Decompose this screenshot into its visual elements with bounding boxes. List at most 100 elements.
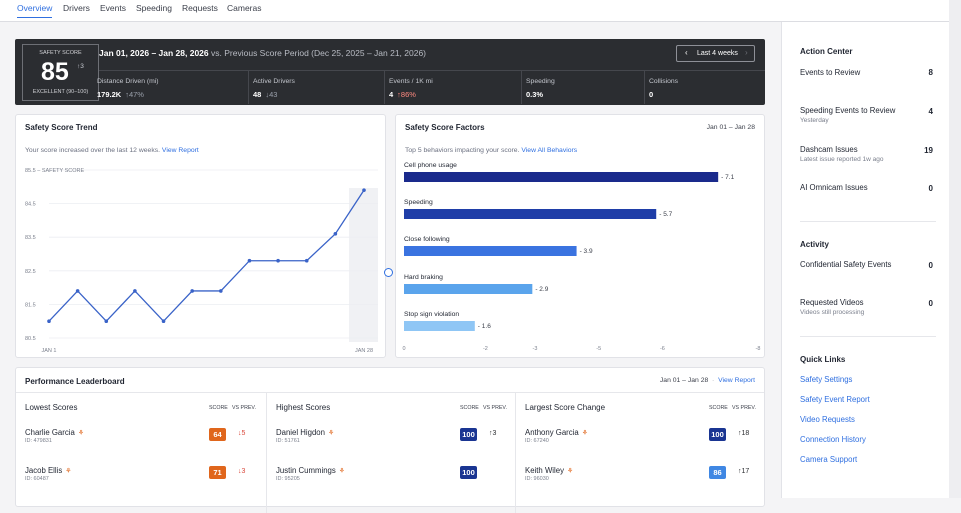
x-tick-label: 0 [402,346,405,352]
leaderboard-row[interactable]: Charlie Garcia ⚘ ID: 479831 64 ↓5 [16,428,266,460]
badge-icon: ⚘ [338,468,346,475]
stat-value: 179.2K [97,90,122,99]
period-range: Jan 01, 2026 – Jan 28, 2026 [99,48,209,58]
action-item-label: AI Omnicam Issues [800,183,868,192]
factor-value-label: - 7.1 [721,174,734,181]
safety-score-value: 85 [41,58,69,86]
tab-drivers[interactable]: Drivers [63,3,90,13]
trend-point[interactable] [104,319,109,323]
driver-name-row: Charlie Garcia ⚘ [25,428,84,437]
y-tick-label: 80.5 [25,336,36,342]
driver-name[interactable]: Charlie Garcia [25,428,75,437]
factor-label: Cell phone usage [404,162,457,169]
score-badge: 100 [460,428,477,441]
trend-subtitle: Your score increased over the last 12 we… [25,147,161,154]
trend-point[interactable] [190,289,194,293]
tab-requests[interactable]: Requests [182,3,218,13]
leaderboard-row[interactable]: Jacob Ellis ⚘ ID: 60487 71 ↓3 [16,466,266,498]
x-tick-label: -3 [533,346,538,352]
score-delta: ↓3 [238,468,246,475]
action-item-label: Dashcam Issues [800,145,858,154]
factors-view-all-link[interactable]: View All Behaviors [521,147,578,154]
quick-link[interactable]: Safety Event Report [800,395,870,404]
safety-summary-banner: SAFETY SCORE 85 ↑3 EXCELLENT (90–100) Ja… [15,39,765,105]
activity-item-label: Confidential Safety Events [800,260,892,269]
safety-score-grade: EXCELLENT (90–100) [32,89,89,95]
trend-point[interactable] [133,289,137,293]
trend-point[interactable] [362,188,366,192]
badge-icon: ⚘ [581,430,589,437]
safety-score-factors-card: Safety Score Factors Jan 01 – Jan 28 Top… [395,114,765,358]
driver-name[interactable]: Justin Cummings [276,466,336,475]
x-tick-label: -8 [756,346,761,352]
driver-name-row: Jacob Ellis ⚘ [25,466,72,475]
safety-score-box: SAFETY SCORE 85 ↑3 EXCELLENT (90–100) [22,44,99,101]
trend-title: Safety Score Trend [25,123,98,132]
stat-label: Speeding [526,78,555,85]
leaderboard-column-title: Lowest Scores [25,403,78,412]
stat-label: Active Drivers [253,78,295,85]
driver-name[interactable]: Anthony Garcia [525,428,579,437]
activity-item-count: 0 [928,299,933,308]
leaderboard-row[interactable]: Anthony Garcia ⚘ ID: 67240 100 ↑18 [516,428,765,460]
trend-point[interactable] [75,289,80,293]
leaderboard-row[interactable]: Daniel Higdon ⚘ ID: 51761 100 ↑3 [267,428,515,460]
factor-bar[interactable] [404,246,577,256]
factor-label: Stop sign violation [404,311,459,318]
quick-link[interactable]: Connection History [800,435,866,444]
factors-date: Jan 01 – Jan 28 [706,124,755,131]
tab-overview[interactable]: Overview [17,3,53,18]
action-item-sub: Yesterday [800,117,829,124]
driver-id: ID: 96030 [525,476,549,482]
chevron-left-icon[interactable]: ‹ [685,48,688,57]
stat-divider [644,71,645,104]
factor-value-label: - 2.9 [535,286,548,293]
scrollbar-track[interactable] [949,0,961,498]
date-range-selector[interactable]: ‹ Last 4 weeks › [676,45,755,62]
leaderboard-view-report-link[interactable]: View Report [718,377,755,384]
right-panel: Action Center Events to Review 8 Speedin… [781,22,949,498]
tab-events[interactable]: Events [100,3,126,13]
driver-id: ID: 60487 [25,476,49,482]
stat-value: 0.3% [526,90,544,99]
factor-bar[interactable] [404,321,475,331]
driver-name[interactable]: Daniel Higdon [276,428,325,437]
quick-link[interactable]: Safety Settings [800,375,853,384]
driver-id: ID: 479831 [25,438,52,444]
trend-point[interactable] [304,258,309,263]
trend-point[interactable] [333,232,338,236]
factor-bar[interactable] [404,209,657,219]
resize-handle[interactable] [384,268,393,277]
score-badge: 100 [460,466,477,479]
quick-link[interactable]: Camera Support [800,455,858,464]
chevron-right-icon[interactable]: › [745,48,748,57]
factor-bar[interactable] [404,284,533,294]
score-delta: ↑17 [738,468,750,475]
factor-bar[interactable] [404,172,719,182]
quick-link[interactable]: Video Requests [800,415,855,424]
driver-name[interactable]: Keith Wiley [525,466,564,475]
stat-value: 0 [649,90,654,99]
stat-divider [248,71,249,104]
action-item-label: Events to Review [800,68,861,77]
leaderboard-date: Jan 01 – Jan 28 [659,377,709,384]
trend-point[interactable] [47,319,51,323]
trend-point[interactable] [219,289,223,293]
tab-cameras[interactable]: Cameras [227,3,262,13]
driver-name-row: Justin Cummings ⚘ [276,466,345,475]
leaderboard-row[interactable]: Keith Wiley ⚘ ID: 96030 86 ↑17 [516,466,765,498]
factors-title: Safety Score Factors [405,123,485,132]
trend-point[interactable] [247,258,252,263]
leaderboard-row[interactable]: Justin Cummings ⚘ ID: 95205 100 [267,466,515,498]
trend-point[interactable] [161,319,166,323]
badge-icon: ⚘ [327,430,335,437]
action-center-title: Action Center [800,47,853,56]
trend-point[interactable] [276,258,280,263]
driver-name[interactable]: Jacob Ellis [25,466,63,475]
stat-value-row: 48 ↓43 [253,90,277,99]
tab-speeding[interactable]: Speeding [136,3,172,13]
trend-view-report-link[interactable]: View Report [161,147,199,154]
factor-value-label: - 3.9 [580,248,593,255]
score-badge: 100 [709,428,726,441]
leaderboard-column: Largest Score Change SCORE VS PREV. Anthony… [515,393,765,513]
